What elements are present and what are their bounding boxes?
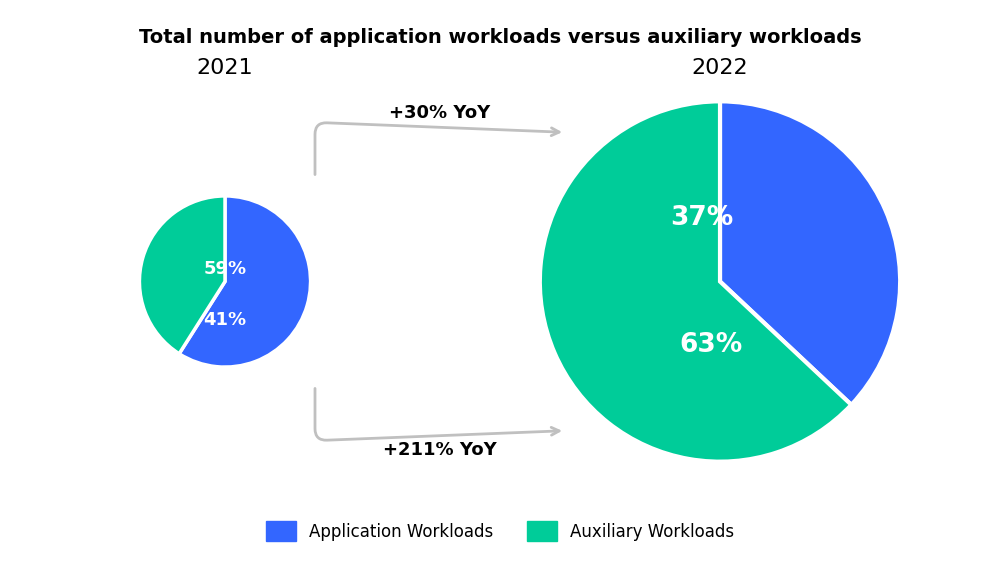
Legend: Application Workloads, Auxiliary Workloads: Application Workloads, Auxiliary Workloa… <box>257 513 743 549</box>
Wedge shape <box>179 196 311 367</box>
Text: Total number of application workloads versus auxiliary workloads: Total number of application workloads ve… <box>139 28 861 47</box>
Text: 63%: 63% <box>679 332 743 358</box>
Text: 37%: 37% <box>670 205 734 231</box>
Text: 2022: 2022 <box>692 57 748 78</box>
Text: 41%: 41% <box>203 311 247 329</box>
Text: 59%: 59% <box>203 260 247 278</box>
Text: 2021: 2021 <box>197 57 253 78</box>
Text: +211% YoY: +211% YoY <box>383 441 497 459</box>
Wedge shape <box>540 101 851 462</box>
Text: +30% YoY: +30% YoY <box>389 104 491 122</box>
Wedge shape <box>139 196 225 354</box>
Wedge shape <box>720 101 900 405</box>
